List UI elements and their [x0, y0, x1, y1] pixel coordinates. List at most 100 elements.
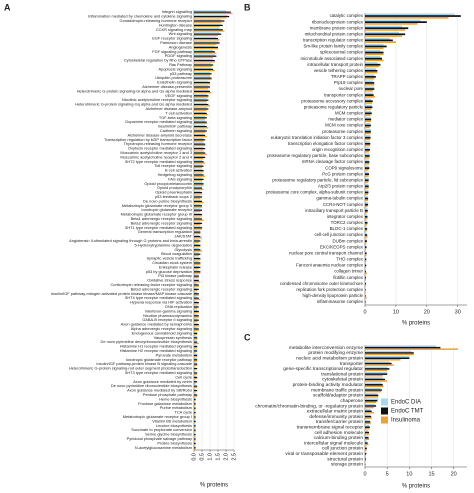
y-tick-label: protein-binding activity modulator	[293, 382, 364, 388]
y-tick-label: p53 pathway	[170, 71, 192, 76]
y-tick-label: PI3 kinase pathway	[158, 273, 192, 278]
bar	[194, 196, 202, 198]
y-tick-label: Glycolysis	[174, 247, 192, 252]
bar	[365, 451, 367, 453]
y-tick-label: TGF-beta signaling	[159, 115, 192, 120]
y-tick-label: high-density lipoprotein particle	[302, 293, 363, 298]
bar	[365, 419, 370, 422]
bar	[194, 95, 209, 97]
bar	[194, 108, 209, 110]
bar	[365, 254, 367, 256]
bar	[194, 309, 198, 311]
bar	[365, 177, 369, 180]
bar	[365, 147, 370, 150]
bar	[194, 329, 199, 331]
bar	[194, 294, 199, 296]
bar	[194, 283, 198, 285]
bar	[194, 112, 207, 115]
bar	[365, 246, 367, 249]
bar	[194, 210, 201, 213]
bar	[194, 99, 209, 101]
bar	[194, 147, 206, 150]
bar	[194, 158, 204, 160]
bar	[365, 430, 369, 432]
bar	[365, 380, 388, 382]
bar	[194, 114, 209, 116]
bar	[365, 126, 370, 129]
bar	[365, 149, 370, 151]
y-tick-label: 5-Hydroxytryptamine degredation	[134, 242, 192, 247]
y-tick-label: cell-cell junction complex	[314, 232, 363, 237]
legend-swatch	[381, 407, 388, 415]
bar	[365, 405, 377, 407]
bar	[194, 173, 202, 175]
bar	[194, 337, 198, 339]
y-tick-label: Alpha adrenergic receptor signaling	[131, 326, 192, 331]
y-tick-label: Metabotropic glutamate receptor group II…	[121, 212, 192, 217]
bar	[194, 250, 202, 252]
bar	[365, 352, 414, 354]
bar	[194, 218, 202, 220]
bar	[365, 256, 367, 259]
legend-label: Insulinoma	[391, 418, 421, 424]
bar	[194, 142, 204, 144]
bar	[194, 49, 214, 52]
y-tick-label: translational protein	[321, 371, 363, 377]
bar	[194, 191, 202, 194]
bar	[194, 193, 202, 195]
bar	[194, 92, 212, 94]
bar	[194, 121, 207, 123]
y-tick-label: Muscarinic acetylcholine receptor 2 and …	[120, 154, 192, 159]
y-tick-label: origin recognition complex	[312, 147, 364, 152]
bar	[365, 276, 366, 279]
bar	[365, 220, 368, 223]
bar	[194, 268, 199, 270]
bar	[365, 268, 366, 271]
panel-label: B	[244, 2, 251, 12]
bar	[365, 403, 375, 406]
bar	[365, 80, 373, 83]
y-tick-label: Beta3 adrenergic receptor signaling	[131, 286, 192, 291]
bar	[194, 32, 220, 34]
y-tick-label: DUBm complex	[333, 238, 364, 243]
y-tick-label: Arp2/3 protein complex	[318, 184, 364, 189]
bar	[365, 47, 384, 50]
y-tick-label: FGF signaling pathway	[152, 49, 192, 54]
bar	[194, 430, 196, 433]
bar	[365, 398, 379, 400]
bar	[365, 454, 366, 456]
bar	[365, 414, 371, 416]
bar	[194, 276, 199, 279]
bar	[194, 411, 196, 414]
x-tick-label: 2.0	[223, 453, 229, 461]
bar	[365, 241, 367, 244]
y-tick-label: Serine glycine biosynthesis	[145, 432, 192, 437]
legend-swatch	[381, 398, 388, 406]
bar	[365, 35, 403, 37]
y-tick-label: Corticotropin releasing factor receptor …	[110, 282, 192, 287]
bar	[194, 209, 202, 211]
bar	[194, 313, 198, 316]
bar	[365, 136, 371, 139]
y-tick-label: Muscarinic acetylcholine receptor 1 and …	[120, 150, 192, 155]
y-tick-label: Histamine H1 receptor mediated signaling	[120, 344, 192, 349]
bar	[194, 130, 207, 132]
panel-label: A	[4, 2, 11, 12]
bar	[365, 427, 370, 430]
bar	[194, 249, 201, 251]
bar	[194, 344, 198, 346]
bar	[194, 30, 225, 32]
y-tick-label: intraciliary transport particle B	[305, 208, 363, 213]
bar	[194, 174, 204, 176]
bar	[194, 76, 210, 78]
bar	[194, 384, 196, 386]
y-tick-label: Opioid prodynorphin	[157, 185, 192, 190]
y-tick-label: metabolite interconversion enzyme	[289, 345, 363, 351]
bar	[365, 424, 369, 427]
bar	[194, 419, 196, 421]
bar	[194, 165, 204, 167]
bar	[365, 287, 366, 289]
bar	[194, 178, 204, 181]
bar	[194, 297, 199, 299]
bar	[365, 167, 370, 169]
